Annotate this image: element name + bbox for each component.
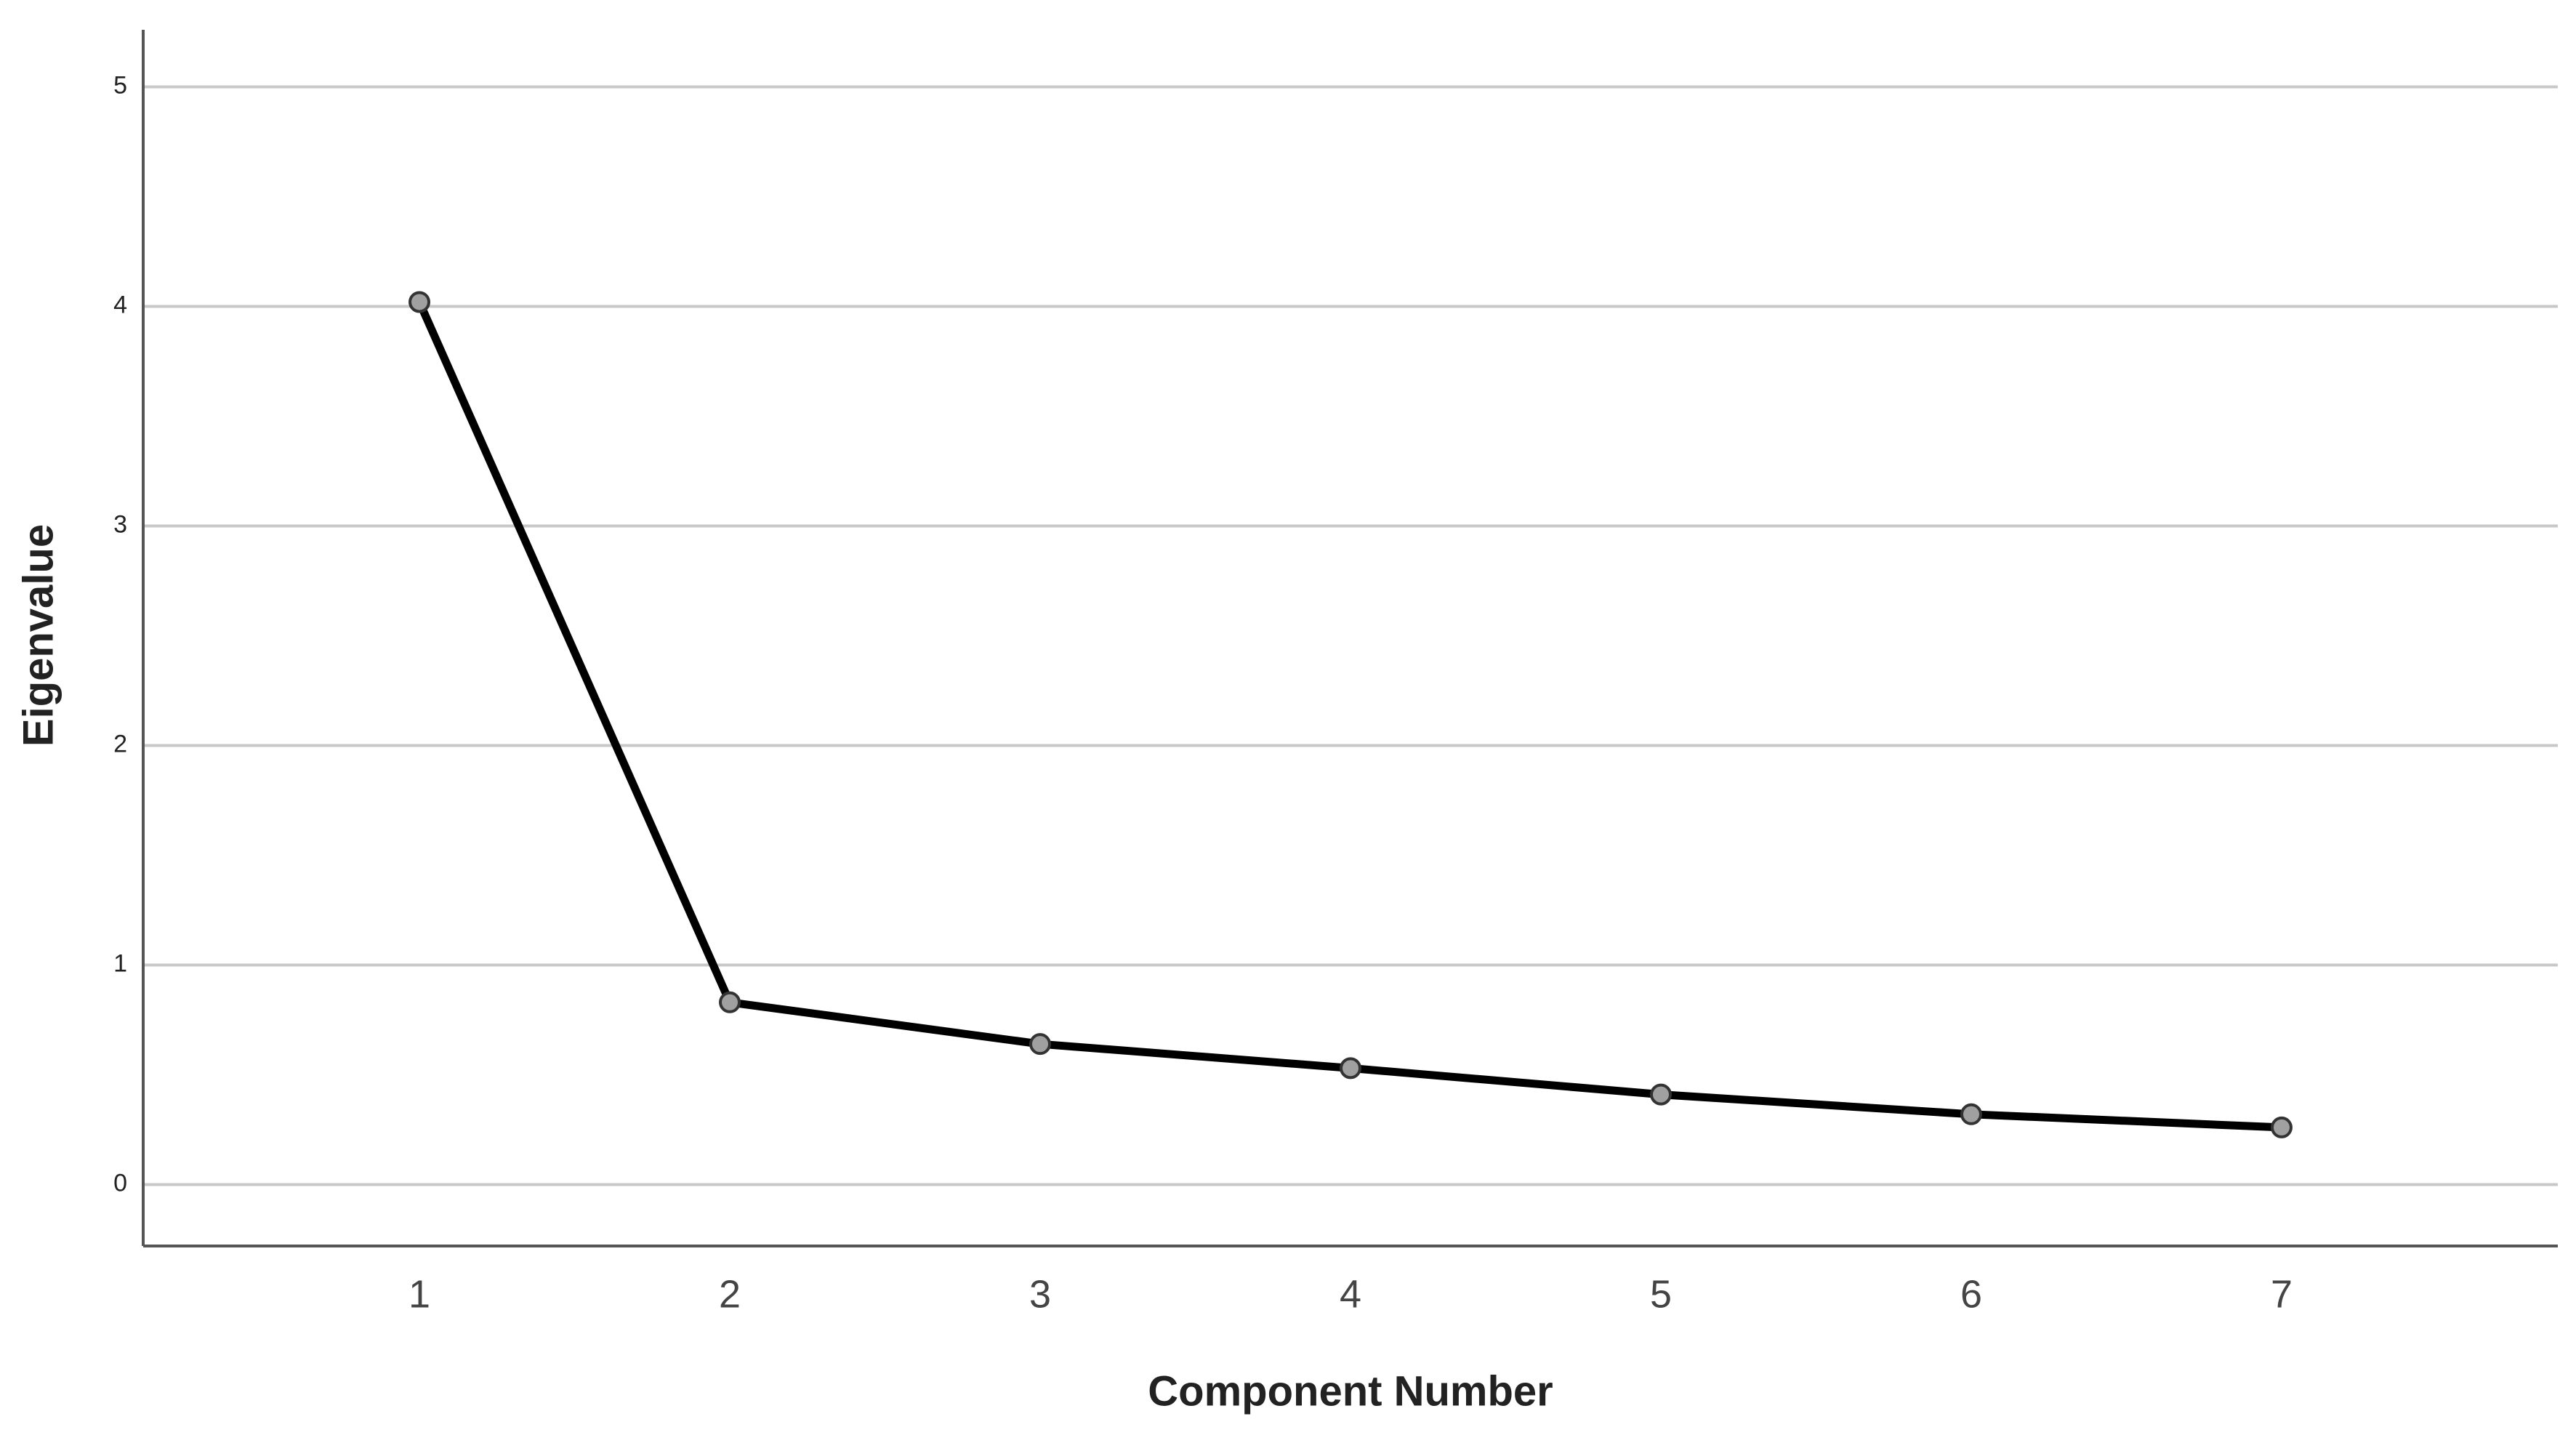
y-tick-label: 2 [113, 730, 127, 757]
data-point [719, 991, 741, 1013]
y-axis-label: Eigenvalue [15, 524, 62, 747]
x-tick-label: 2 [719, 1272, 741, 1316]
x-tick-label: 3 [1029, 1272, 1051, 1316]
x-axis-label: Component Number [1148, 1367, 1553, 1415]
data-point [408, 291, 431, 313]
data-point [1649, 1083, 1672, 1106]
y-tick-label: 1 [113, 949, 127, 977]
y-tick-label: 3 [113, 510, 127, 538]
x-tick-label: 6 [1960, 1272, 1982, 1316]
grid [143, 85, 2558, 1186]
data-point [1029, 1033, 1052, 1056]
data-point [1960, 1103, 1982, 1125]
x-tick-label: 5 [1650, 1272, 1672, 1316]
data-point [1340, 1057, 1361, 1080]
x-tick-label: 1 [408, 1272, 430, 1316]
x-tick-label: 4 [1340, 1272, 1361, 1316]
y-tick-label: 0 [113, 1169, 127, 1197]
x-tick-label: 7 [2271, 1272, 2293, 1316]
data-point [2270, 1116, 2293, 1138]
y-tick-label: 5 [113, 72, 127, 100]
y-tick-label: 4 [113, 291, 127, 318]
